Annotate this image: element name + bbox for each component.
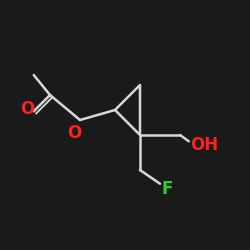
Text: O: O <box>66 124 81 142</box>
Text: O: O <box>20 100 34 118</box>
Text: F: F <box>161 180 172 198</box>
Text: OH: OH <box>190 136 218 154</box>
